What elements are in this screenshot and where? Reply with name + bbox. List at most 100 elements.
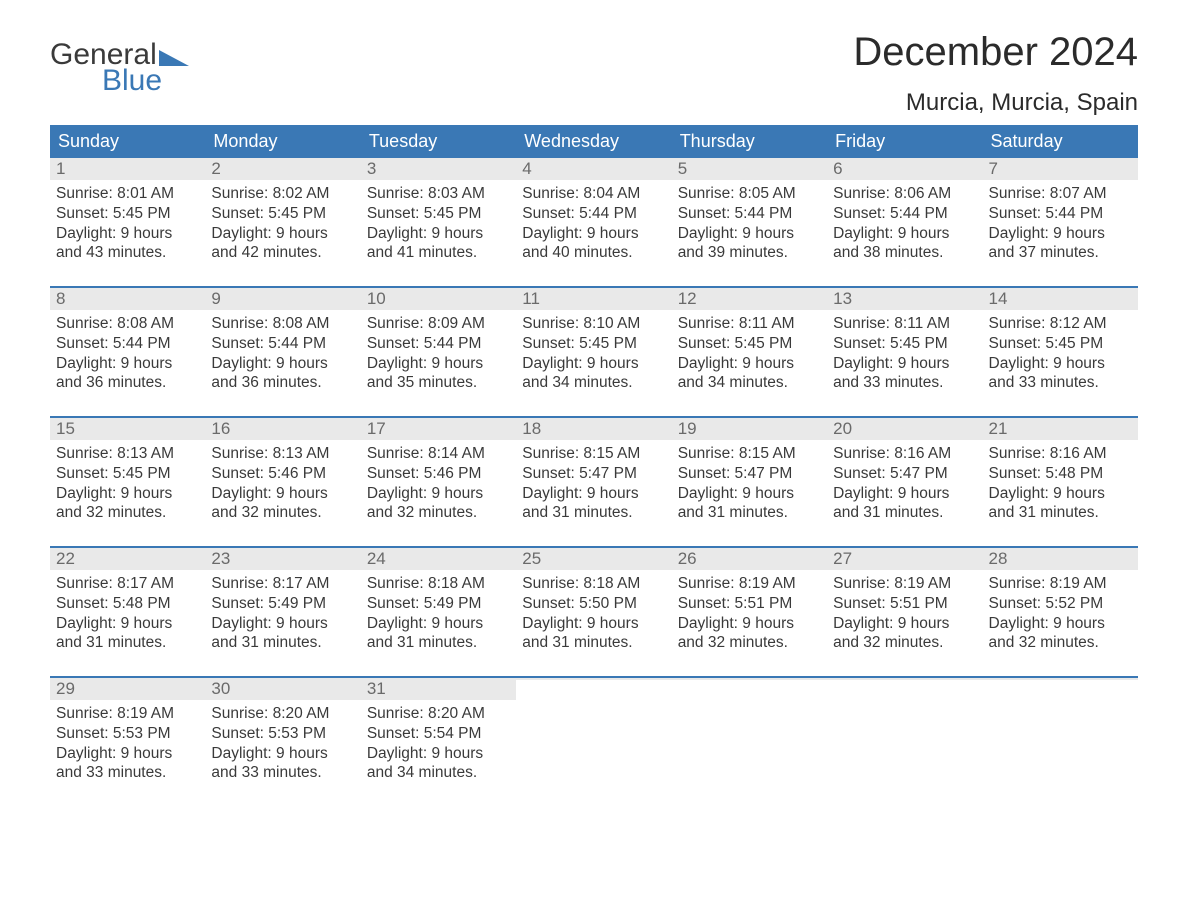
day-body: Sunrise: 8:14 AMSunset: 5:46 PMDaylight:…	[361, 440, 516, 523]
sunset-text: Sunset: 5:44 PM	[833, 204, 976, 224]
daylight-text: and 34 minutes.	[367, 763, 510, 783]
sunset-text: Sunset: 5:45 PM	[522, 334, 665, 354]
daylight-text: Daylight: 9 hours	[833, 484, 976, 504]
sunrise-text: Sunrise: 8:01 AM	[56, 184, 199, 204]
sunrise-text: Sunrise: 8:20 AM	[367, 704, 510, 724]
day-body: Sunrise: 8:18 AMSunset: 5:49 PMDaylight:…	[361, 570, 516, 653]
daylight-text: and 32 minutes.	[211, 503, 354, 523]
daylight-text: and 32 minutes.	[833, 633, 976, 653]
sunrise-text: Sunrise: 8:17 AM	[211, 574, 354, 594]
day-number: 11	[516, 288, 671, 310]
sunrise-text: Sunrise: 8:13 AM	[56, 444, 199, 464]
sunset-text: Sunset: 5:44 PM	[522, 204, 665, 224]
day-cell: 28Sunrise: 8:19 AMSunset: 5:52 PMDayligh…	[983, 548, 1138, 658]
daylight-text: and 40 minutes.	[522, 243, 665, 263]
day-body: Sunrise: 8:19 AMSunset: 5:51 PMDaylight:…	[827, 570, 982, 653]
day-number: 12	[672, 288, 827, 310]
day-cell: 8Sunrise: 8:08 AMSunset: 5:44 PMDaylight…	[50, 288, 205, 398]
day-body: Sunrise: 8:03 AMSunset: 5:45 PMDaylight:…	[361, 180, 516, 263]
sunrise-text: Sunrise: 8:02 AM	[211, 184, 354, 204]
day-cell: 6Sunrise: 8:06 AMSunset: 5:44 PMDaylight…	[827, 158, 982, 268]
daylight-text: Daylight: 9 hours	[211, 614, 354, 634]
daylight-text: and 31 minutes.	[56, 633, 199, 653]
sunrise-text: Sunrise: 8:12 AM	[989, 314, 1132, 334]
daylight-text: Daylight: 9 hours	[522, 614, 665, 634]
daylight-text: and 31 minutes.	[522, 503, 665, 523]
title-block: December 2024 Murcia, Murcia, Spain	[853, 30, 1138, 117]
day-cell: 17Sunrise: 8:14 AMSunset: 5:46 PMDayligh…	[361, 418, 516, 528]
sunrise-text: Sunrise: 8:11 AM	[678, 314, 821, 334]
day-body: Sunrise: 8:17 AMSunset: 5:48 PMDaylight:…	[50, 570, 205, 653]
day-cell: 24Sunrise: 8:18 AMSunset: 5:49 PMDayligh…	[361, 548, 516, 658]
day-body: Sunrise: 8:04 AMSunset: 5:44 PMDaylight:…	[516, 180, 671, 263]
daylight-text: and 31 minutes.	[989, 503, 1132, 523]
daylight-text: Daylight: 9 hours	[678, 484, 821, 504]
sunrise-text: Sunrise: 8:16 AM	[989, 444, 1132, 464]
daylight-text: and 31 minutes.	[211, 633, 354, 653]
daylight-text: and 41 minutes.	[367, 243, 510, 263]
sunset-text: Sunset: 5:45 PM	[367, 204, 510, 224]
day-cell	[516, 678, 671, 788]
daylight-text: and 42 minutes.	[211, 243, 354, 263]
day-number	[983, 678, 1138, 680]
daylight-text: Daylight: 9 hours	[833, 354, 976, 374]
day-number: 31	[361, 678, 516, 700]
daylight-text: Daylight: 9 hours	[211, 744, 354, 764]
day-number: 25	[516, 548, 671, 570]
day-cell: 9Sunrise: 8:08 AMSunset: 5:44 PMDaylight…	[205, 288, 360, 398]
day-cell: 15Sunrise: 8:13 AMSunset: 5:45 PMDayligh…	[50, 418, 205, 528]
day-number: 7	[983, 158, 1138, 180]
day-body: Sunrise: 8:19 AMSunset: 5:52 PMDaylight:…	[983, 570, 1138, 653]
day-body: Sunrise: 8:16 AMSunset: 5:47 PMDaylight:…	[827, 440, 982, 523]
daylight-text: Daylight: 9 hours	[56, 744, 199, 764]
weeks-container: 1Sunrise: 8:01 AMSunset: 5:45 PMDaylight…	[50, 158, 1138, 788]
week-row: 15Sunrise: 8:13 AMSunset: 5:45 PMDayligh…	[50, 416, 1138, 528]
daylight-text: Daylight: 9 hours	[522, 224, 665, 244]
day-body: Sunrise: 8:11 AMSunset: 5:45 PMDaylight:…	[672, 310, 827, 393]
sunset-text: Sunset: 5:46 PM	[367, 464, 510, 484]
day-body: Sunrise: 8:09 AMSunset: 5:44 PMDaylight:…	[361, 310, 516, 393]
day-cell: 1Sunrise: 8:01 AMSunset: 5:45 PMDaylight…	[50, 158, 205, 268]
sunrise-text: Sunrise: 8:18 AM	[522, 574, 665, 594]
day-cell: 26Sunrise: 8:19 AMSunset: 5:51 PMDayligh…	[672, 548, 827, 658]
daylight-text: Daylight: 9 hours	[56, 354, 199, 374]
day-cell: 22Sunrise: 8:17 AMSunset: 5:48 PMDayligh…	[50, 548, 205, 658]
day-cell: 18Sunrise: 8:15 AMSunset: 5:47 PMDayligh…	[516, 418, 671, 528]
sunset-text: Sunset: 5:51 PM	[833, 594, 976, 614]
daylight-text: and 32 minutes.	[367, 503, 510, 523]
day-number: 16	[205, 418, 360, 440]
sunrise-text: Sunrise: 8:03 AM	[367, 184, 510, 204]
daylight-text: and 34 minutes.	[522, 373, 665, 393]
day-body: Sunrise: 8:08 AMSunset: 5:44 PMDaylight:…	[205, 310, 360, 393]
logo: General Blue	[50, 30, 189, 96]
daylight-text: Daylight: 9 hours	[989, 224, 1132, 244]
daylight-text: and 34 minutes.	[678, 373, 821, 393]
day-number	[672, 678, 827, 680]
daylight-text: Daylight: 9 hours	[56, 614, 199, 634]
sunrise-text: Sunrise: 8:20 AM	[211, 704, 354, 724]
sunset-text: Sunset: 5:53 PM	[56, 724, 199, 744]
daylight-text: Daylight: 9 hours	[833, 224, 976, 244]
sunrise-text: Sunrise: 8:19 AM	[678, 574, 821, 594]
daylight-text: and 31 minutes.	[367, 633, 510, 653]
sunset-text: Sunset: 5:50 PM	[522, 594, 665, 614]
daylight-text: and 33 minutes.	[56, 763, 199, 783]
sunrise-text: Sunrise: 8:09 AM	[367, 314, 510, 334]
sunset-text: Sunset: 5:44 PM	[367, 334, 510, 354]
daylight-text: Daylight: 9 hours	[989, 354, 1132, 374]
day-cell: 7Sunrise: 8:07 AMSunset: 5:44 PMDaylight…	[983, 158, 1138, 268]
daylight-text: and 43 minutes.	[56, 243, 199, 263]
day-number: 3	[361, 158, 516, 180]
sunset-text: Sunset: 5:51 PM	[678, 594, 821, 614]
day-number: 28	[983, 548, 1138, 570]
day-number: 23	[205, 548, 360, 570]
sunrise-text: Sunrise: 8:08 AM	[56, 314, 199, 334]
day-cell: 14Sunrise: 8:12 AMSunset: 5:45 PMDayligh…	[983, 288, 1138, 398]
day-number: 1	[50, 158, 205, 180]
day-number: 27	[827, 548, 982, 570]
sunrise-text: Sunrise: 8:19 AM	[989, 574, 1132, 594]
sunrise-text: Sunrise: 8:15 AM	[678, 444, 821, 464]
daylight-text: Daylight: 9 hours	[367, 224, 510, 244]
daylight-text: and 35 minutes.	[367, 373, 510, 393]
day-number	[516, 678, 671, 680]
